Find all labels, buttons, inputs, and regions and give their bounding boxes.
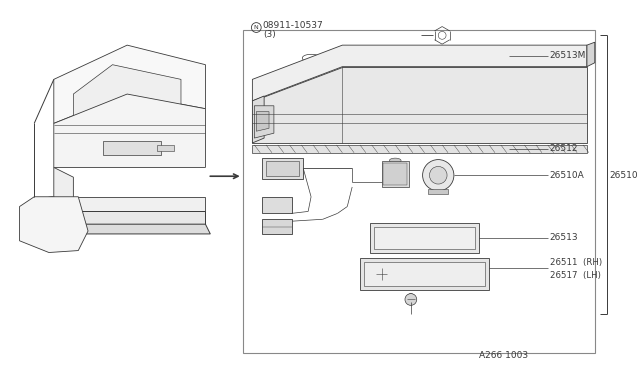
Text: 26510: 26510 bbox=[609, 171, 638, 180]
Polygon shape bbox=[364, 262, 485, 286]
Polygon shape bbox=[54, 94, 205, 167]
Text: 26512: 26512 bbox=[550, 144, 579, 153]
Text: 26510A: 26510A bbox=[550, 171, 584, 180]
Polygon shape bbox=[254, 106, 274, 138]
Polygon shape bbox=[54, 197, 205, 211]
Polygon shape bbox=[54, 45, 205, 124]
Polygon shape bbox=[383, 163, 407, 185]
Bar bbox=[243, 31, 595, 353]
Polygon shape bbox=[157, 145, 174, 151]
Text: 26513: 26513 bbox=[550, 233, 579, 242]
Polygon shape bbox=[587, 42, 595, 67]
Ellipse shape bbox=[408, 294, 414, 299]
Text: 08911-10537: 08911-10537 bbox=[262, 21, 323, 30]
Polygon shape bbox=[54, 211, 205, 224]
Polygon shape bbox=[256, 112, 269, 131]
Polygon shape bbox=[262, 219, 291, 234]
Polygon shape bbox=[20, 197, 88, 253]
Circle shape bbox=[405, 294, 417, 305]
Text: 26511  (RH): 26511 (RH) bbox=[550, 258, 602, 267]
Polygon shape bbox=[381, 161, 409, 187]
Polygon shape bbox=[360, 259, 489, 290]
Polygon shape bbox=[262, 158, 303, 179]
Polygon shape bbox=[262, 197, 291, 214]
Text: 26513M: 26513M bbox=[550, 51, 586, 60]
Polygon shape bbox=[54, 167, 74, 211]
Polygon shape bbox=[252, 96, 264, 143]
Text: N: N bbox=[253, 25, 258, 30]
Polygon shape bbox=[252, 67, 587, 143]
Polygon shape bbox=[102, 141, 161, 155]
Text: A266 1003: A266 1003 bbox=[479, 351, 529, 360]
Text: 26517  (LH): 26517 (LH) bbox=[550, 272, 600, 280]
Polygon shape bbox=[266, 161, 300, 176]
Polygon shape bbox=[54, 224, 211, 234]
Polygon shape bbox=[374, 227, 476, 248]
Text: (3): (3) bbox=[263, 30, 276, 39]
Circle shape bbox=[422, 160, 454, 191]
Ellipse shape bbox=[389, 158, 401, 163]
Polygon shape bbox=[74, 65, 181, 119]
Polygon shape bbox=[252, 45, 587, 101]
Polygon shape bbox=[370, 223, 479, 253]
Circle shape bbox=[374, 267, 388, 281]
Polygon shape bbox=[428, 189, 448, 194]
Polygon shape bbox=[252, 145, 587, 153]
Circle shape bbox=[429, 166, 447, 184]
